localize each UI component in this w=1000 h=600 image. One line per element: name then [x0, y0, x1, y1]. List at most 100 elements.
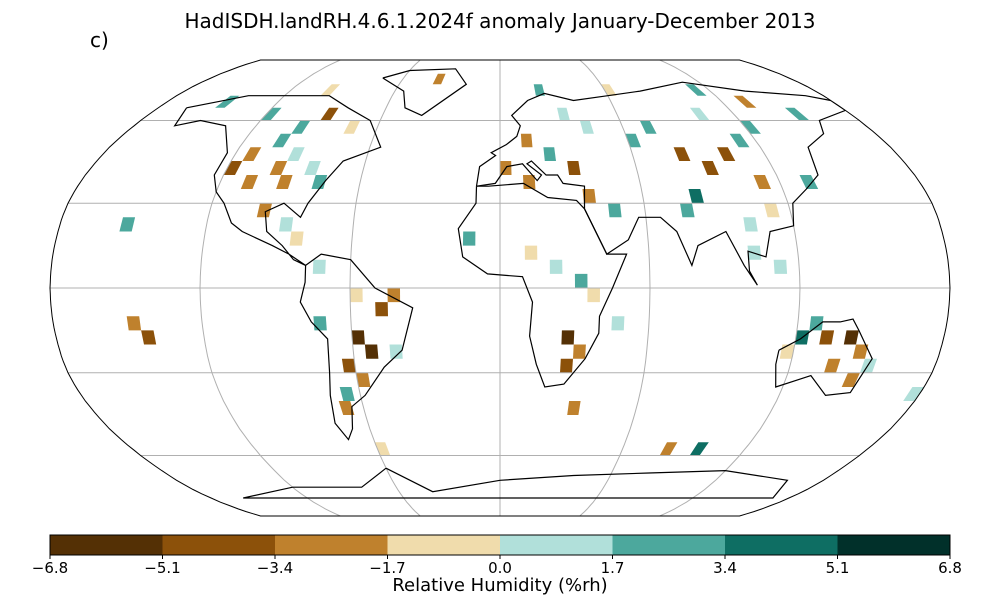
anomaly-cell: [860, 358, 877, 373]
anomaly-cell: [659, 442, 678, 456]
anomaly-cell: [338, 401, 355, 415]
anomaly-cell: [543, 147, 556, 161]
anomaly-cell: [287, 147, 305, 161]
anomaly-cell: [119, 217, 136, 232]
anomaly-cell: [773, 259, 788, 274]
anomaly-cell: [560, 358, 573, 373]
colorbar-tick-label: −3.4: [256, 559, 294, 577]
anomaly-cell: [312, 259, 326, 274]
anomaly-cell: [852, 344, 869, 359]
anomaly-cells: [119, 73, 925, 456]
anomaly-cell: [269, 161, 288, 175]
colorbar-tick-label: 3.4: [713, 559, 737, 577]
anomaly-cell: [567, 161, 581, 175]
anomaly-cell: [903, 387, 925, 401]
anomaly-cell: [582, 189, 596, 204]
anomaly-cell: [824, 358, 841, 373]
anomaly-cell: [680, 203, 695, 218]
anomaly-cell: [304, 161, 321, 175]
map-title: HadISDH.landRH.4.6.1.2024f anomaly Janua…: [184, 9, 816, 33]
graticule: [50, 60, 950, 516]
anomaly-cell: [432, 73, 446, 85]
anomaly-cell: [561, 330, 575, 345]
anomaly-cell: [276, 175, 293, 189]
anomaly-cell: [375, 302, 388, 317]
anomaly-cell: [743, 217, 758, 232]
anomaly-cell: [126, 316, 142, 331]
anomaly-cell: [520, 133, 533, 148]
coastline: [243, 467, 789, 499]
anomaly-cell: [240, 175, 259, 189]
anomaly-cell: [819, 330, 835, 345]
anomaly-cell: [320, 84, 341, 96]
colorbar-tick-label: 0.0: [488, 559, 512, 577]
anomaly-cell: [799, 175, 819, 189]
anomaly-cell: [764, 203, 780, 218]
anomaly-cell: [524, 245, 538, 260]
coastline: [457, 182, 628, 388]
anomaly-cell: [574, 273, 588, 288]
anomaly-cell: [841, 372, 860, 387]
anomaly-cell: [279, 217, 294, 232]
anomaly-cell: [701, 161, 719, 175]
anomaly-cell: [256, 203, 272, 218]
anomaly-cell: [739, 120, 761, 134]
colorbar-label: Relative Humidity (%rh): [392, 575, 608, 596]
anomaly-cell: [389, 344, 403, 359]
anomaly-cell: [717, 147, 736, 161]
colorbar-segment: [162, 535, 276, 555]
anomaly-cell: [291, 120, 311, 134]
anomaly-cell: [639, 120, 657, 134]
colorbar-segment: [50, 535, 163, 555]
colorbar-tick-label: −5.1: [144, 559, 181, 577]
anomaly-cell: [374, 442, 391, 456]
map-outline: [49, 59, 951, 517]
colorbar-segment: [837, 535, 951, 555]
anomaly-cell: [242, 147, 262, 161]
anomaly-cell: [462, 231, 476, 246]
anomaly-cell: [387, 288, 401, 303]
anomaly-cell: [733, 95, 757, 108]
coastline: [475, 81, 847, 286]
anomaly-cell: [320, 107, 339, 121]
colorbar-tick-label: −1.7: [369, 559, 406, 577]
anomaly-cell: [364, 344, 379, 359]
anomaly-cell: [601, 84, 617, 96]
anomaly-cell: [809, 316, 824, 331]
anomaly-cell: [673, 147, 691, 161]
anomaly-cell: [784, 107, 810, 121]
colorbar-segment: [725, 535, 838, 555]
colorbar-segment: [500, 535, 613, 555]
colorbar-tick-label: 6.8: [938, 559, 962, 577]
anomaly-cell: [289, 231, 304, 246]
anomaly-cell: [611, 316, 625, 331]
anomaly-cell: [260, 107, 282, 121]
anomaly-cell: [311, 175, 328, 189]
anomaly-cell: [573, 344, 586, 359]
anomaly-cell: [689, 442, 709, 456]
anomaly-cell: [341, 358, 356, 373]
colorbar-tick-label: 5.1: [825, 559, 850, 577]
anomaly-cell: [339, 387, 355, 401]
anomaly-cell: [223, 161, 243, 175]
anomaly-cell: [350, 288, 363, 303]
anomaly-cell: [141, 330, 157, 345]
coastline: [775, 318, 873, 397]
anomaly-cell: [843, 330, 859, 345]
anomaly-cell: [608, 203, 622, 218]
anomaly-cell: [272, 133, 292, 148]
colorbar-tick-label: −6.8: [31, 559, 69, 577]
anomaly-cell: [567, 401, 581, 415]
anomaly-cell: [688, 189, 704, 204]
anomaly-cell: [685, 84, 707, 96]
anomaly-cell: [579, 120, 594, 134]
coastline: [299, 253, 414, 441]
anomaly-cell: [343, 120, 361, 134]
colorbar-segment: [612, 535, 726, 555]
coastline: [173, 95, 382, 266]
anomaly-cell: [729, 133, 750, 148]
anomaly-cell: [356, 372, 371, 387]
colorbar-tick-label: 1.7: [600, 559, 625, 577]
